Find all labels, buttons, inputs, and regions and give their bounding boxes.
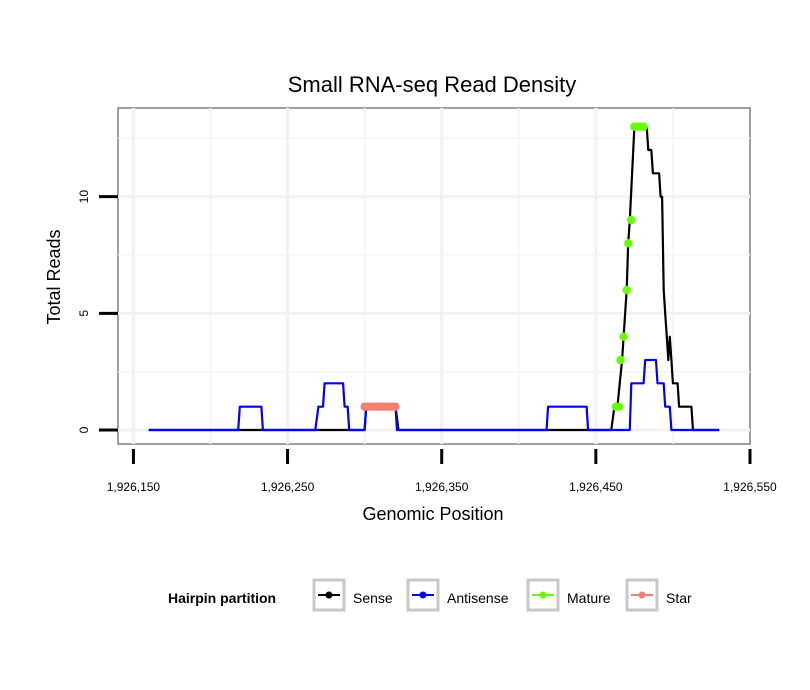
y-tick-label: 5 [77, 310, 91, 317]
mature-point [622, 285, 631, 295]
legend-label-antisense: Antisense [447, 590, 509, 606]
legend-key-point [638, 591, 646, 599]
legend-label-mature: Mature [567, 590, 611, 606]
legend-label-sense: Sense [353, 590, 393, 606]
legend-key-point [419, 591, 427, 599]
star-point [391, 402, 400, 411]
x-tick-label: 1,926,250 [261, 480, 315, 494]
y-axis-title: Total Reads [44, 229, 64, 324]
legend-key-point [539, 591, 547, 599]
mature-point [627, 215, 636, 225]
mature-point [624, 239, 633, 248]
x-tick-label: 1,926,350 [415, 480, 469, 494]
mature-point [616, 355, 625, 365]
chart-title: Small RNA-seq Read Density [288, 72, 577, 97]
y-tick-label: 0 [77, 426, 91, 433]
antisense-series-line [148, 358, 720, 432]
mature-point [614, 402, 624, 411]
legend-label-star: Star [666, 590, 692, 606]
legend-key-point [325, 591, 333, 599]
sense-series-line [148, 125, 720, 432]
x-tick-label: 1,926,450 [569, 480, 623, 494]
plot-panel [117, 107, 751, 445]
y-tick-label: 10 [77, 190, 91, 204]
series-layer [148, 122, 720, 432]
x-tick-label: 1,926,550 [723, 480, 777, 494]
x-tick-label: 1,926,150 [107, 480, 161, 494]
axes: 1,926,150 1,926,250 1,926,350 1,926,450 1,92… [77, 190, 777, 494]
x-axis-title: Genomic Position [362, 504, 503, 524]
legend: Hairpin partition Sense Antisense Mature St… [168, 578, 692, 612]
legend-title: Hairpin partition [168, 590, 276, 606]
mature-point [619, 332, 628, 341]
mature-point [639, 122, 648, 131]
